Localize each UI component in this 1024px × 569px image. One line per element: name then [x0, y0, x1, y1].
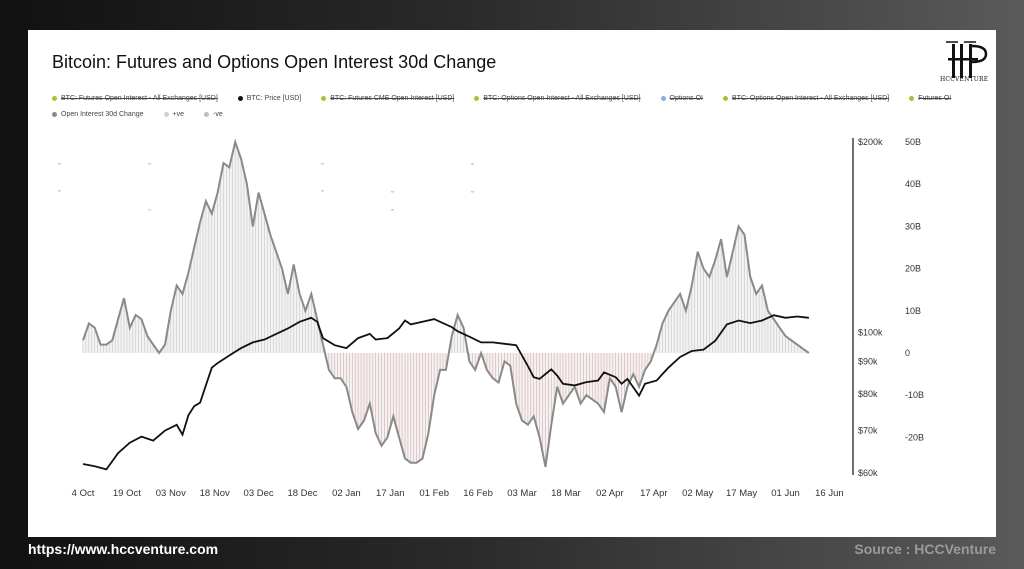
- oi-price-chart: 4 Oct 19 Oct 03 Nov 18 Nov 03 Dec 18 Dec 02 Ja…: [58, 137, 924, 499]
- chart-title: Bitcoin: Futures and Options Open Intere…: [52, 52, 497, 72]
- legend-item[interactable]: Options OI: [660, 95, 703, 103]
- oi-change-line: [82, 138, 810, 468]
- x-tick-label: 03 Mar: [507, 488, 537, 499]
- legend-item[interactable]: Futures OI: [909, 95, 951, 102]
- axes: 4 Oct 19 Oct 03 Nov 18 Nov 03 Dec 18 Dec 02 Ja…: [72, 137, 924, 499]
- legend-label: BTC: Options Open Interest - All Exchang…: [732, 95, 890, 103]
- y-right-tick-label: 30B: [905, 221, 921, 231]
- faint-mark: [148, 163, 151, 165]
- x-tick-label: 01 Jun: [771, 488, 800, 499]
- faint-mark: [58, 163, 61, 165]
- legend-dot-icon: [321, 95, 327, 101]
- legend-dot-icon: [204, 111, 209, 117]
- legend-item[interactable]: BTC: Options Open Interest - All Exchang…: [474, 95, 641, 103]
- y-right-tick-label: -20B: [905, 432, 924, 442]
- x-tick-label: 02 Apr: [596, 488, 623, 499]
- faint-mark: [391, 209, 394, 211]
- legend-item[interactable]: BTC: Price [USD]: [237, 95, 302, 103]
- legend-label: BTC: Price [USD]: [246, 95, 302, 103]
- y-left-tick-label: $200k: [858, 137, 883, 147]
- x-tick-label: 18 Mar: [551, 488, 581, 499]
- faint-mark: [58, 190, 61, 192]
- x-tick-label: 01 Feb: [419, 488, 449, 499]
- x-tick-label: 16 Jun: [815, 488, 844, 499]
- price-line: [82, 314, 809, 471]
- x-tick-label: 03 Dec: [244, 488, 274, 499]
- x-tick-label: 17 Jan: [376, 488, 405, 499]
- y-right-tick-label: 50B: [905, 137, 921, 147]
- legend-label: BTC: Options Open Interest - All Exchang…: [483, 95, 641, 103]
- faint-mark: [391, 191, 394, 193]
- faint-mark: [321, 190, 324, 192]
- logo-text: HCCVENTURE: [940, 76, 989, 83]
- footer-source: Source : HCCVenture: [854, 541, 996, 557]
- legend-item[interactable]: +ve: [163, 111, 184, 119]
- faint-mark: [471, 163, 474, 165]
- legend-item[interactable]: -ve: [204, 111, 223, 118]
- chart-card: Bitcoin: Futures and Options Open Intere…: [28, 30, 996, 537]
- legend-dot-icon: [52, 111, 57, 117]
- legend-row-1: BTC: Futures Open Interest - All Exchang…: [52, 90, 971, 102]
- legend-dot-icon: [723, 95, 728, 101]
- oi-area-fill: [83, 142, 809, 467]
- y-left-tick-label: $60k: [858, 468, 878, 478]
- x-tick-label: 02 May: [682, 488, 713, 499]
- oi-change-area: [82, 138, 810, 468]
- legend-dot-icon: [237, 95, 243, 101]
- footer-url[interactable]: https://www.hccventure.com: [28, 541, 219, 557]
- legend-item[interactable]: Open Interest 30d Change: [52, 111, 144, 118]
- price-series: [82, 314, 809, 471]
- y-right-tick-label: 10B: [905, 306, 921, 316]
- legend-item[interactable]: BTC: Futures CME Open Interest [USD]: [321, 95, 454, 102]
- x-tick-label: 18 Dec: [287, 488, 317, 499]
- legend-dot-icon: [163, 111, 169, 117]
- x-tick-label: 18 Nov: [200, 488, 230, 499]
- x-tick-label: 19 Oct: [113, 488, 141, 499]
- x-tick-label: 03 Nov: [156, 488, 186, 499]
- legend-label: Options OI: [669, 95, 703, 103]
- y-left-tick-label: $100k: [858, 328, 883, 338]
- y-left-tick-label: $80k: [858, 389, 878, 399]
- faint-mark: [471, 191, 474, 193]
- legend-item[interactable]: BTC: Options Open Interest - All Exchang…: [723, 95, 889, 102]
- x-tick-label: 02 Jan: [332, 488, 361, 499]
- y-left-tick-label: $90k: [858, 357, 878, 367]
- faint-series-marks: [58, 163, 474, 211]
- legend-item[interactable]: BTC: Futures Open Interest - All Exchang…: [52, 95, 218, 102]
- faint-mark: [321, 163, 324, 165]
- y-right-tick-label: 20B: [905, 264, 921, 274]
- legend-row-2: Open Interest 30d Change +ve -ve: [52, 106, 243, 118]
- legend-label: -ve: [213, 111, 223, 119]
- y-right-tick-label: 0: [905, 348, 910, 358]
- legend-dot-icon: [52, 95, 57, 101]
- x-tick-label: 16 Feb: [463, 488, 493, 499]
- legend-dot-icon: [474, 95, 480, 101]
- legend-label: Futures OI: [918, 95, 952, 103]
- y-right-tick-label: 40B: [905, 179, 921, 189]
- legend-dot-icon: [660, 95, 666, 101]
- faint-mark: [148, 209, 151, 211]
- x-tick-label: 4 Oct: [72, 488, 95, 499]
- x-tick-label: 17 Apr: [640, 488, 667, 499]
- y-left-tick-label: $70k: [858, 426, 878, 436]
- hccventure-logo: [946, 41, 988, 78]
- legend-dot-icon: [909, 95, 915, 101]
- x-tick-label: 17 May: [726, 488, 757, 499]
- legend-label: BTC: Futures Open Interest - All Exchang…: [61, 95, 218, 103]
- y-right-tick-label: -10B: [905, 390, 924, 400]
- legend-label: Open Interest 30d Change: [61, 111, 144, 119]
- legend-label: BTC: Futures CME Open Interest [USD]: [330, 95, 455, 103]
- legend-label: +ve: [172, 111, 184, 119]
